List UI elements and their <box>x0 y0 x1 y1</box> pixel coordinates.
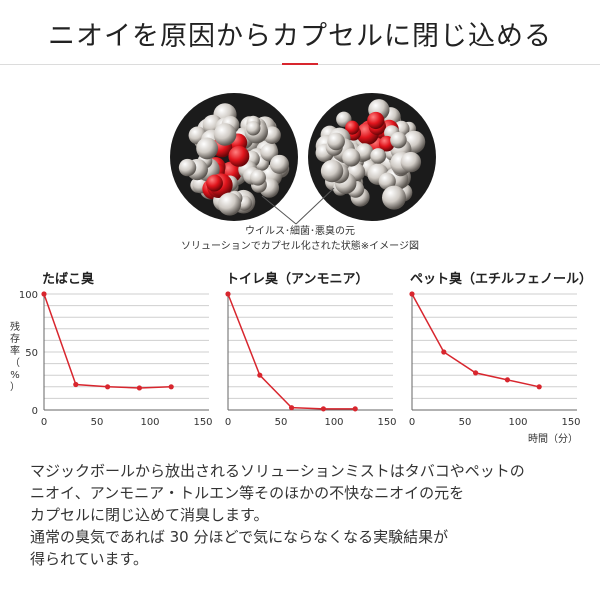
red-atom <box>345 120 360 135</box>
x-tick-label: 50 <box>91 417 104 428</box>
data-point <box>536 384 542 390</box>
title-accent-bar <box>282 63 318 65</box>
chart-title-tobacco: たばこ臭 <box>42 272 95 287</box>
x-tick-label: 150 <box>561 417 580 428</box>
x-tick-label: 0 <box>41 417 47 428</box>
data-point <box>136 385 142 391</box>
chart-title-pet: ペット臭（エチルフェノール） <box>410 272 593 287</box>
white-atom <box>196 137 219 160</box>
charts-svg: 0 50 100 0 50 100 150 0 50 100 150 0 50 100 150 <box>19 290 581 428</box>
red-atom <box>367 111 385 130</box>
white-atom <box>370 148 387 164</box>
page-title: ニオイを原因からカプセルに閉じ込める <box>48 21 552 52</box>
white-atom <box>378 172 396 190</box>
illustration-caption-line1: ウイルス･細菌･悪臭の元 <box>245 226 355 237</box>
white-atom <box>382 185 406 210</box>
white-atom <box>246 121 261 136</box>
data-point <box>257 372 263 378</box>
description-text: マジックボールから放出されるソリューションミストはタバコやペットの ニオイ、アン… <box>30 460 590 570</box>
data-point <box>441 349 447 355</box>
data-point <box>168 384 174 390</box>
y-axis-label-char: ） <box>10 382 20 393</box>
data-point <box>473 370 479 376</box>
data-point <box>320 406 326 412</box>
chart-title-toilet: トイレ臭（アンモニア） <box>226 272 369 287</box>
description-line: カプセルに閉じ込めて消臭します。 <box>30 506 269 524</box>
y-axis-label: 残 存 率 （ % ） <box>8 322 22 394</box>
x-tick-label: 50 <box>275 417 288 428</box>
molecule-illustration-right <box>308 93 436 221</box>
data-point <box>105 384 111 390</box>
x-axis-label: 時間（分） <box>528 434 578 445</box>
x-tick-label: 100 <box>508 417 527 428</box>
x-tick-label: 150 <box>193 417 212 428</box>
white-atom <box>342 148 361 167</box>
illustration-caption-line2: ソリューションでカプセル化された状態※イメージ図 <box>181 241 419 252</box>
white-atom <box>327 132 345 151</box>
x-tick-label: 0 <box>225 417 231 428</box>
white-atom <box>178 158 197 177</box>
description-line: ニオイ、アンモニア・トルエン等そのほかの不快なニオイの元を <box>30 484 465 502</box>
data-point <box>73 381 79 388</box>
x-tick-label: 0 <box>409 417 415 428</box>
y-tick-label: 100 <box>19 290 38 301</box>
red-atom <box>206 174 223 192</box>
y-axis-label-char: 存 <box>10 334 20 345</box>
y-tick-label: 50 <box>25 348 38 359</box>
data-point <box>289 405 295 411</box>
data-point <box>41 291 47 297</box>
white-atom <box>390 131 407 149</box>
y-axis-label-char: （ <box>10 358 20 369</box>
x-tick-label: 150 <box>377 417 396 428</box>
series-line <box>227 293 356 410</box>
white-atom <box>269 154 290 174</box>
white-atom <box>400 151 422 173</box>
data-point <box>352 406 358 412</box>
series-line <box>43 293 172 389</box>
data-point <box>225 291 231 297</box>
y-axis-label-char: % <box>10 370 20 381</box>
white-atom <box>320 159 344 183</box>
red-atom <box>228 145 250 167</box>
y-tick-label: 0 <box>32 406 38 417</box>
white-atom <box>218 192 242 216</box>
x-tick-label: 100 <box>140 417 159 428</box>
description-line: 得られています。 <box>30 550 149 568</box>
y-axis-label-char: 残 <box>10 322 20 333</box>
description-line: 通常の臭気であれば 30 分ほどで気にならなくなる実験結果が <box>30 528 449 546</box>
data-point <box>409 291 415 297</box>
description-line: マジックボールから放出されるソリューションミストはタバコやペットの <box>30 462 525 480</box>
white-atom <box>249 169 266 186</box>
data-point <box>504 377 510 383</box>
molecule-illustration-left <box>170 93 298 221</box>
white-atom <box>213 123 237 146</box>
x-tick-label: 50 <box>459 417 472 428</box>
x-tick-label: 100 <box>324 417 343 428</box>
y-axis-label-char: 率 <box>10 346 20 357</box>
